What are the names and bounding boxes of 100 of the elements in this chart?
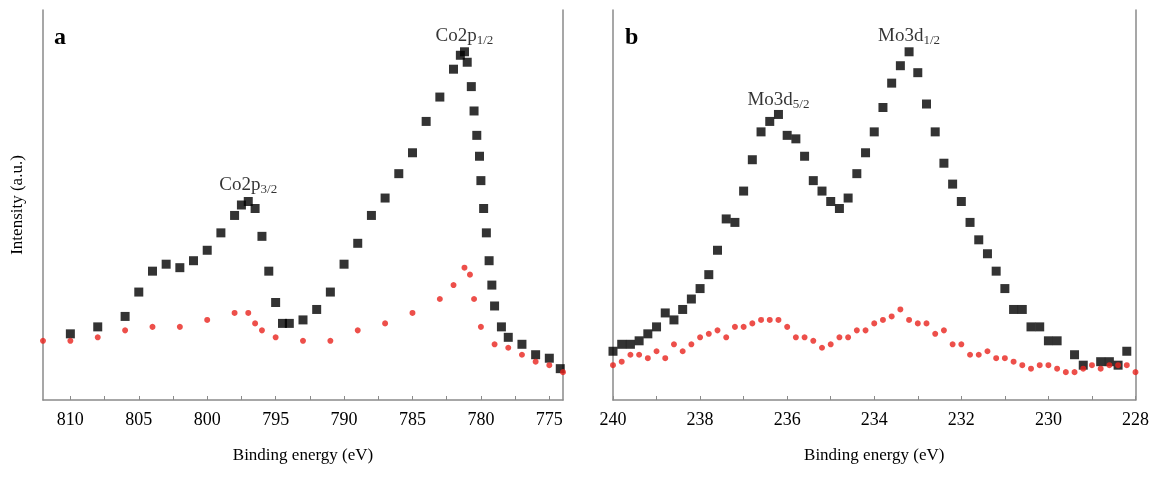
point: [120, 311, 130, 321]
point: [982, 249, 992, 259]
point: [204, 316, 211, 323]
text: b: [625, 23, 639, 49]
point: [161, 259, 171, 269]
point: [1122, 346, 1132, 356]
point: [479, 203, 489, 213]
point: [435, 92, 445, 102]
point: [1035, 322, 1045, 332]
point: [449, 64, 459, 74]
point: [252, 320, 259, 327]
x-tick-label: 790: [330, 409, 358, 429]
point: [1000, 284, 1010, 294]
point: [991, 266, 1001, 276]
point: [678, 304, 688, 314]
point: [808, 176, 818, 186]
point: [476, 176, 486, 186]
point: [1017, 304, 1027, 314]
point: [739, 186, 749, 196]
point: [94, 334, 101, 341]
x-tick-label: 785: [398, 409, 426, 429]
point: [40, 337, 46, 344]
point: [730, 217, 740, 227]
point: [258, 327, 265, 334]
x-tick-label: 810: [56, 409, 84, 429]
point: [487, 280, 497, 290]
point: [462, 57, 472, 67]
point: [469, 106, 479, 116]
point: [904, 47, 914, 57]
point: [660, 308, 670, 318]
point: [625, 339, 635, 349]
point: [643, 329, 653, 339]
point: [382, 320, 389, 327]
point: [695, 284, 705, 294]
point: [264, 266, 274, 276]
point: [284, 318, 294, 328]
x-tick-label: 238: [686, 409, 714, 429]
point: [782, 130, 792, 140]
point: [149, 323, 156, 330]
point: [272, 334, 279, 341]
point: [354, 327, 361, 334]
point: [895, 61, 905, 71]
point: [544, 353, 554, 363]
point: [366, 210, 376, 220]
point: [472, 130, 482, 140]
point: [861, 148, 871, 158]
point: [747, 155, 757, 165]
point: [956, 197, 966, 207]
point: [834, 203, 844, 213]
point: [791, 134, 801, 144]
point: [65, 329, 75, 339]
point: [922, 99, 931, 109]
point: [491, 341, 498, 348]
point: [503, 332, 513, 342]
point: [475, 151, 485, 161]
point: [686, 294, 696, 304]
point: [407, 148, 417, 158]
point: [965, 217, 975, 227]
x-tick-label: 234: [860, 409, 888, 429]
point: [466, 271, 473, 278]
x-tick-label: 775: [535, 409, 563, 429]
point: [652, 322, 662, 332]
point: [517, 339, 527, 349]
point: [1043, 336, 1053, 346]
point: [913, 68, 923, 78]
point: [271, 298, 281, 307]
point: [948, 179, 958, 189]
point: [634, 336, 644, 346]
x-tick-label: 228: [1122, 409, 1149, 429]
point: [380, 193, 390, 203]
x-tick-label: 805: [125, 409, 153, 429]
point: [394, 169, 404, 179]
point: [817, 186, 827, 196]
x-tick-label: 236: [773, 409, 801, 429]
point: [765, 116, 775, 126]
point: [134, 287, 144, 297]
point: [505, 344, 512, 351]
x-tick-label: 795: [262, 409, 290, 429]
point: [800, 151, 810, 161]
point: [532, 358, 539, 365]
point: [459, 47, 469, 57]
point: [773, 109, 783, 119]
point: [122, 327, 129, 334]
x-axis-title: Binding energy (eV): [232, 445, 374, 464]
point: [1009, 304, 1019, 314]
point: [608, 346, 618, 356]
point: [471, 296, 478, 303]
point: [245, 309, 252, 316]
point: [327, 337, 334, 344]
point: [617, 339, 627, 349]
x-tick-label: 780: [467, 409, 495, 429]
point: [409, 309, 416, 316]
point: [481, 228, 491, 238]
point: [490, 301, 500, 311]
point: [298, 315, 308, 325]
point: [721, 214, 731, 224]
point: [147, 266, 157, 276]
point: [826, 197, 836, 207]
point: [1070, 350, 1080, 360]
point: [756, 127, 766, 137]
